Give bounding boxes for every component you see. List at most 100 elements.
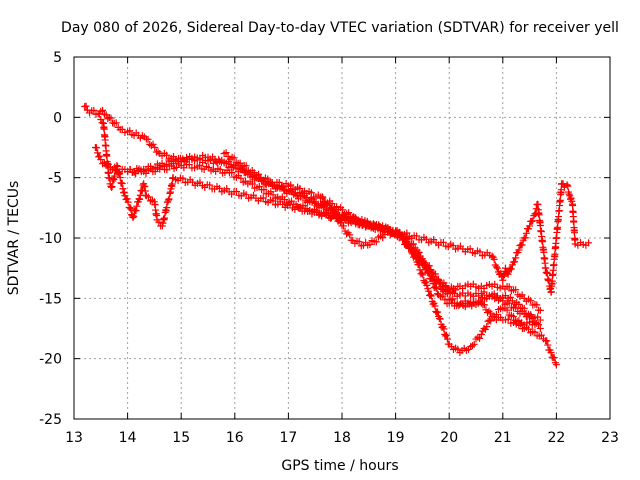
data-point	[449, 295, 457, 303]
data-point	[119, 185, 127, 193]
data-point	[531, 318, 539, 326]
data-point	[255, 170, 263, 178]
data-point	[163, 166, 171, 174]
data-point	[93, 144, 101, 152]
data-point	[466, 245, 474, 253]
data-point	[307, 189, 315, 197]
data-point	[299, 193, 307, 201]
y-axis-label: SDTVAR / TECUs	[6, 181, 22, 296]
data-point	[179, 175, 187, 183]
data-point	[386, 226, 394, 234]
data-point	[359, 219, 367, 227]
data-point	[431, 283, 439, 291]
data-point	[443, 335, 451, 343]
x-tick-label: 19	[387, 430, 405, 446]
data-point	[165, 195, 173, 203]
data-point	[343, 230, 351, 238]
data-point	[439, 238, 447, 246]
data-point	[447, 296, 455, 304]
data-point	[144, 193, 152, 201]
data-point	[340, 222, 348, 230]
data-point	[436, 315, 444, 323]
data-point	[547, 349, 555, 357]
data-point	[522, 229, 530, 237]
data-point	[536, 306, 544, 314]
data-point	[512, 286, 520, 294]
data-point	[90, 106, 98, 114]
data-point	[118, 180, 126, 188]
data-point	[511, 258, 519, 266]
data-point	[130, 212, 138, 220]
data-point	[355, 238, 363, 246]
data-point	[126, 127, 134, 135]
data-point	[216, 165, 224, 173]
data-point	[477, 299, 485, 307]
data-point	[505, 283, 513, 291]
y-tick-label: -15	[39, 291, 62, 307]
data-point	[468, 342, 476, 350]
data-point	[318, 193, 326, 201]
data-point	[95, 110, 103, 118]
data-point	[472, 335, 480, 343]
data-point	[248, 180, 256, 188]
data-point	[563, 181, 571, 189]
data-point	[164, 196, 172, 204]
data-point	[409, 240, 417, 248]
data-point	[149, 140, 157, 148]
data-point	[155, 218, 163, 226]
grid-lines	[74, 57, 610, 419]
data-point	[126, 204, 134, 212]
data-point	[419, 271, 427, 279]
data-point	[151, 167, 159, 175]
data-point	[232, 187, 240, 195]
data-point	[476, 334, 484, 342]
data-point	[428, 275, 436, 283]
data-point	[136, 195, 144, 203]
data-point	[512, 254, 520, 262]
data-point	[112, 119, 120, 127]
data-point	[504, 315, 512, 323]
data-point	[419, 257, 427, 265]
data-point	[504, 270, 512, 278]
data-point	[503, 306, 511, 314]
chart-title: Day 080 of 2026, Sidereal Day-to-day VTE…	[61, 20, 619, 36]
data-point	[163, 151, 171, 159]
data-point	[520, 304, 528, 312]
data-point	[113, 162, 121, 170]
data-point	[487, 317, 495, 325]
data-point	[443, 290, 451, 298]
data-point	[133, 202, 141, 210]
data-point	[441, 296, 449, 304]
data-point	[507, 265, 515, 273]
data-point	[132, 207, 140, 215]
data-point	[518, 241, 526, 249]
data-point	[296, 185, 304, 193]
data-point	[443, 331, 451, 339]
data-point	[483, 323, 491, 331]
data-point	[424, 268, 432, 276]
data-point	[97, 156, 105, 164]
data-point	[259, 194, 267, 202]
data-point	[442, 332, 450, 340]
data-point	[537, 331, 545, 339]
data-point	[476, 248, 484, 256]
data-point	[269, 197, 277, 205]
data-point	[427, 292, 435, 300]
data-series	[81, 102, 593, 369]
data-point	[206, 181, 214, 189]
data-point	[527, 312, 535, 320]
x-tick-label: 13	[65, 430, 83, 446]
data-point	[127, 205, 135, 213]
data-point	[425, 269, 433, 277]
data-point	[346, 231, 354, 239]
y-tick-label: 0	[53, 110, 62, 126]
data-point	[99, 106, 107, 114]
data-point	[550, 354, 558, 362]
data-point	[440, 325, 448, 333]
data-point	[98, 119, 106, 127]
data-point	[568, 197, 576, 205]
data-point	[166, 189, 174, 197]
axis-ticks: 13 14 15 16 17 18 19 20 21 22 23 5 0 -5 -10 -15 -20 -25	[39, 50, 619, 446]
data-point	[431, 302, 439, 310]
